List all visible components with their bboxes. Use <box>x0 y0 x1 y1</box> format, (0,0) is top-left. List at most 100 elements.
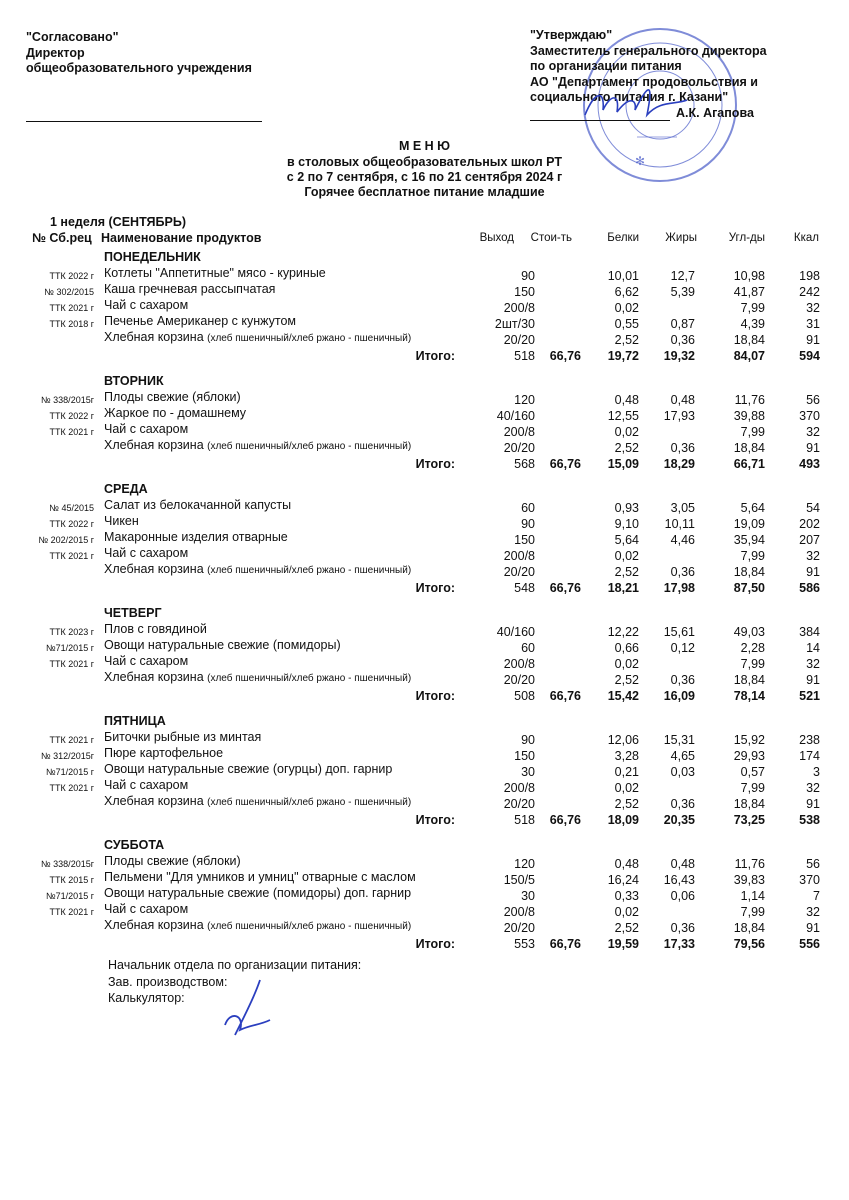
value-kcal: 54 <box>806 501 820 515</box>
total-row: Итого: 518 66,76 18,09 20,35 73,25 538 <box>0 810 849 827</box>
approval-right-line1: "Утверждаю" <box>530 28 613 42</box>
total-out: 553 <box>514 937 535 951</box>
value-fat: 15,31 <box>663 733 695 747</box>
svg-text:✻: ✻ <box>635 154 645 168</box>
total-kcal: 493 <box>799 457 820 471</box>
total-label: Итого: <box>415 457 455 471</box>
value-prot: 9,10 <box>614 517 639 531</box>
product-name-text: Чай с сахаром <box>104 778 189 792</box>
value-carb: 0,57 <box>740 765 765 779</box>
total-cost: 66,76 <box>549 689 581 703</box>
product-name: Хлебная корзина (хлеб пшеничный/хлеб ржа… <box>104 562 411 578</box>
value-kcal: 91 <box>806 673 820 687</box>
value-carb: 49,03 <box>733 625 765 639</box>
value-out: 60 <box>521 641 535 655</box>
table-row: ТТК 2015 г Пельмени "Для умников и умниц"… <box>0 870 849 887</box>
total-out: 508 <box>514 689 535 703</box>
table-row: ТТК 2022 г Котлеты "Аппетитные" мясо - ку… <box>0 266 849 283</box>
recipe-code: ТТК 2021 г <box>49 783 94 793</box>
column-header-fat: Жиры <box>665 232 697 244</box>
value-kcal: 91 <box>806 441 820 455</box>
table-row: ТТК 2021 г Чай с сахаром 200/8 0,02 7,99 32 <box>0 778 849 795</box>
product-note: (хлеб пшеничный/хлеб ржано - пшеничный) <box>207 921 412 932</box>
value-prot: 0,48 <box>614 393 639 407</box>
value-fat: 0,06 <box>670 889 695 903</box>
value-out: 20/20 <box>503 565 535 579</box>
value-carb: 10,98 <box>733 269 765 283</box>
total-row: Итого: 568 66,76 15,09 18,29 66,71 493 <box>0 454 849 471</box>
table-row: № 302/2015 Каша гречневая рассыпчатая 150 6… <box>0 282 849 299</box>
product-name: Котлеты "Аппетитные" мясо - куриные <box>104 266 326 280</box>
value-prot: 0,02 <box>614 781 639 795</box>
value-out: 150 <box>514 749 535 763</box>
total-row: Итого: 548 66,76 18,21 17,98 87,50 586 <box>0 578 849 595</box>
table-row: №71/2015 г Овощи натуральные свежие (поми… <box>0 638 849 655</box>
value-prot: 0,21 <box>614 765 639 779</box>
total-carb: 78,14 <box>733 689 765 703</box>
product-name: Пюре картофельное <box>104 746 223 760</box>
product-name-text: Чай с сахаром <box>104 654 189 668</box>
value-out: 90 <box>521 269 535 283</box>
value-fat: 10,11 <box>664 517 695 531</box>
product-name-text: Плоды свежие (яблоки) <box>104 854 241 868</box>
value-fat: 15,61 <box>663 625 695 639</box>
value-carb: 35,94 <box>733 533 765 547</box>
footer-line1: Начальник отдела по организации питания: <box>108 958 362 972</box>
product-name-text: Хлебная корзина <box>104 794 204 808</box>
value-prot: 0,02 <box>614 657 639 671</box>
value-out: 40/160 <box>496 625 535 639</box>
product-name-text: Биточки рыбные из минтая <box>104 730 262 744</box>
value-carb: 18,84 <box>733 565 765 579</box>
value-out: 60 <box>521 501 535 515</box>
product-name: Овощи натуральные свежие (огурцы) доп. г… <box>104 762 392 776</box>
value-carb: 18,84 <box>733 441 765 455</box>
value-kcal: 91 <box>806 797 820 811</box>
product-name-text: Чай с сахаром <box>104 298 189 312</box>
value-carb: 7,99 <box>740 301 765 315</box>
recipe-code: ТТК 2023 г <box>49 627 94 637</box>
table-row: ТТК 2022 г Жаркое по - домашнему 40/160 12,… <box>0 406 849 423</box>
total-label: Итого: <box>415 689 455 703</box>
value-carb: 7,99 <box>740 905 765 919</box>
table-row: Хлебная корзина (хлеб пшеничный/хлеб ржа… <box>0 438 849 455</box>
product-name-text: Чай с сахаром <box>104 902 189 916</box>
table-row: № 338/2015г Плоды свежие (яблоки) 120 0,48 0… <box>0 854 849 871</box>
table-row: ТТК 2021 г Биточки рыбные из минтая 90 12,0… <box>0 730 849 747</box>
value-carb: 18,84 <box>733 333 765 347</box>
product-name: Овощи натуральные свежие (помидоры) <box>104 638 341 652</box>
total-prot: 18,21 <box>607 581 639 595</box>
total-out: 518 <box>514 349 535 363</box>
product-name: Печенье Американер с кунжутом <box>104 314 296 328</box>
recipe-code: №71/2015 г <box>46 767 94 777</box>
product-name: Хлебная корзина (хлеб пшеничный/хлеб ржа… <box>104 918 411 934</box>
value-fat: 16,43 <box>663 873 695 887</box>
column-header-kcal: Ккал <box>793 232 819 244</box>
value-carb: 11,76 <box>734 857 765 871</box>
value-kcal: 3 <box>813 765 820 779</box>
total-kcal: 586 <box>799 581 820 595</box>
product-name-text: Чикен <box>104 514 139 528</box>
approval-left-line2: Директор <box>26 45 85 60</box>
value-kcal: 202 <box>799 517 820 531</box>
value-prot: 2,52 <box>614 441 639 455</box>
total-fat: 18,29 <box>663 457 695 471</box>
value-prot: 2,52 <box>614 921 639 935</box>
value-out: 90 <box>521 517 535 531</box>
recipe-code: ТТК 2018 г <box>49 319 94 329</box>
product-name-text: Жаркое по - домашнему <box>104 406 247 420</box>
total-fat: 16,09 <box>663 689 695 703</box>
value-prot: 0,66 <box>614 641 639 655</box>
table-row: ТТК 2022 г Чикен 90 9,10 10,11 19,09 202 <box>0 514 849 531</box>
value-fat: 0,03 <box>670 765 695 779</box>
recipe-code: ТТК 2021 г <box>49 907 94 917</box>
value-carb: 7,99 <box>740 549 765 563</box>
total-out: 548 <box>514 581 535 595</box>
menu-subtitle: в столовых общеобразовательных школ РТ <box>287 155 562 169</box>
table-row: № 312/2015г Пюре картофельное 150 3,28 4,65 2… <box>0 746 849 763</box>
column-header-cost: Стои-ть <box>530 232 572 244</box>
value-kcal: 91 <box>806 921 820 935</box>
product-name-text: Плоды свежие (яблоки) <box>104 390 241 404</box>
product-name: Макаронные изделия отварные <box>104 530 288 544</box>
footer-line2: Зав. производством: <box>108 974 228 989</box>
value-kcal: 32 <box>806 549 820 563</box>
